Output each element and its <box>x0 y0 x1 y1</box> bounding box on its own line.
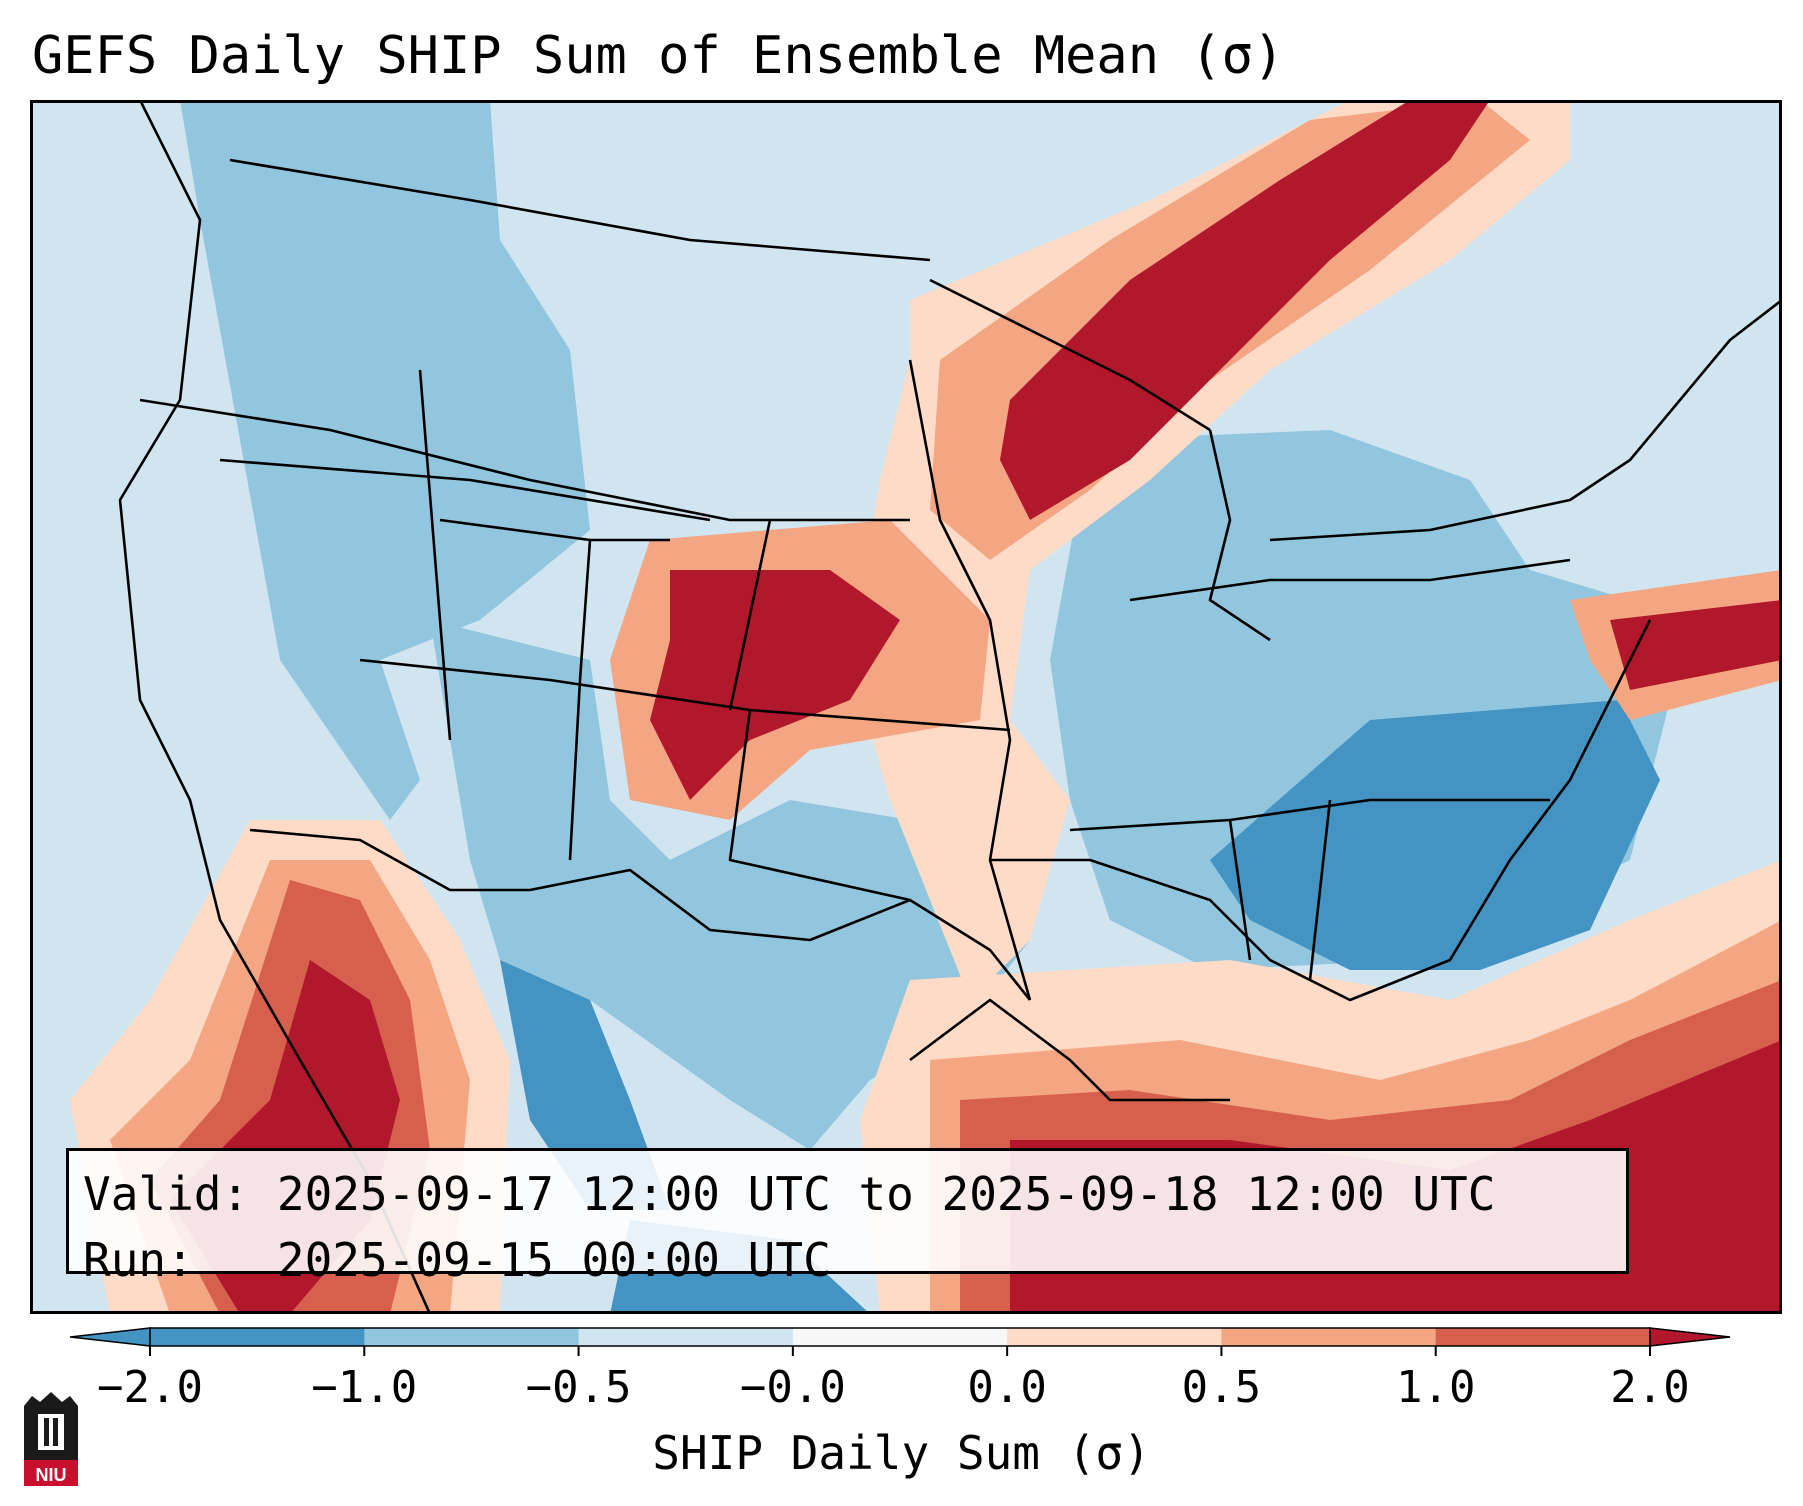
colorbar-tick-label-7: 2.0 <box>1610 1362 1690 1413</box>
state-line-wa-or <box>219 458 711 522</box>
east-gulf-coastline <box>990 619 1652 1002</box>
state-borders-layer <box>118 100 1782 1314</box>
colorbar <box>70 1327 1731 1356</box>
upper-midwest-extreme-positive <box>1000 100 1490 520</box>
mississippi-river-line <box>908 359 1032 1001</box>
texas-gulf-coastline <box>909 998 1230 1102</box>
colorbar-bin-6 <box>1435 1328 1651 1346</box>
colorbar-bin-4 <box>1007 1328 1222 1346</box>
state-line-co-nm <box>568 539 592 861</box>
colorbar-label: SHIP Daily Sum (σ) <box>652 1426 1151 1480</box>
state-line-id <box>418 369 452 741</box>
central-plains-extreme-positive <box>650 570 900 800</box>
texas-panhandle-line <box>728 709 911 902</box>
state-line-tn-nc <box>1069 798 1550 832</box>
lake-superior-shore <box>929 278 1211 432</box>
atlantic-extreme-positive <box>1610 600 1782 690</box>
colorbar-over-triangle <box>1649 1327 1731 1347</box>
logo-text: NIU <box>36 1465 67 1485</box>
colorbar-tick-label-0: −2.0 <box>97 1362 203 1413</box>
mexico-border-west <box>249 828 530 892</box>
west-coast-line <box>118 100 432 1314</box>
chart-title: GEFS Daily SHIP Sum of Ensemble Mean (σ) <box>32 26 1285 86</box>
west-negative-area <box>180 100 590 820</box>
colorbar-under-triangle <box>70 1327 151 1347</box>
northeast-border-line <box>1269 298 1782 542</box>
state-line-36 <box>359 658 1011 732</box>
state-line-ks-west <box>728 519 772 711</box>
validity-info-box: Valid: 2025-09-17 12:00 UTC to 2025-09-1… <box>66 1148 1629 1287</box>
mexico-border-texas <box>529 868 1032 1001</box>
run-line: Run: 2025-09-15 00:00 UTC <box>83 1227 1626 1293</box>
colorbar-tick-label-4: 0.0 <box>967 1362 1047 1413</box>
texas-southwest-negative-area <box>430 620 1030 1150</box>
state-line-ga-al <box>1308 799 1332 981</box>
mexico-strong-negative <box>500 960 670 1210</box>
colorbar-tick-label-6: 1.0 <box>1395 1362 1476 1413</box>
valid-line: Valid: 2025-09-17 12:00 UTC to 2025-09-1… <box>83 1161 1626 1227</box>
valid-time-range: 2025-09-17 12:00 UTC to 2025-09-18 12:00… <box>276 1167 1496 1221</box>
ohio-river-line <box>1129 558 1571 602</box>
canada-border-line <box>229 158 931 262</box>
map-svg <box>30 100 1782 1314</box>
colorbar-tick-label-2: −0.5 <box>525 1362 632 1413</box>
colorbar-bin-1 <box>364 1328 580 1346</box>
map-frame <box>30 100 1782 1314</box>
colorbar-tick-label-3: −0.0 <box>739 1362 846 1413</box>
colorbar-outline <box>149 1327 1651 1347</box>
map-panel <box>30 100 1782 1314</box>
run-time: 2025-09-15 00:00 UTC <box>276 1233 831 1287</box>
lake-michigan-shore <box>1208 429 1271 642</box>
colorbar-tick-label-5: 0.5 <box>1181 1362 1262 1413</box>
state-line-al-ms <box>1228 819 1252 961</box>
colorbar-bin-0 <box>150 1328 365 1346</box>
northern-border-line-1 <box>139 398 910 522</box>
colorbar-ticks <box>149 1346 1651 1356</box>
run-label: Run: <box>83 1233 194 1287</box>
southeast-coast-strong-negative <box>1210 700 1660 970</box>
niu-logo: NIU <box>24 1392 78 1486</box>
colorbar-bin-5 <box>1221 1328 1437 1346</box>
valid-label: Valid: <box>83 1167 250 1221</box>
colorbar-tick-label-1: −1.0 <box>311 1362 418 1413</box>
colorbar-bin-2 <box>578 1328 794 1346</box>
colorbar-bin-3 <box>792 1328 1008 1346</box>
colorbar-segments <box>70 1327 1731 1347</box>
